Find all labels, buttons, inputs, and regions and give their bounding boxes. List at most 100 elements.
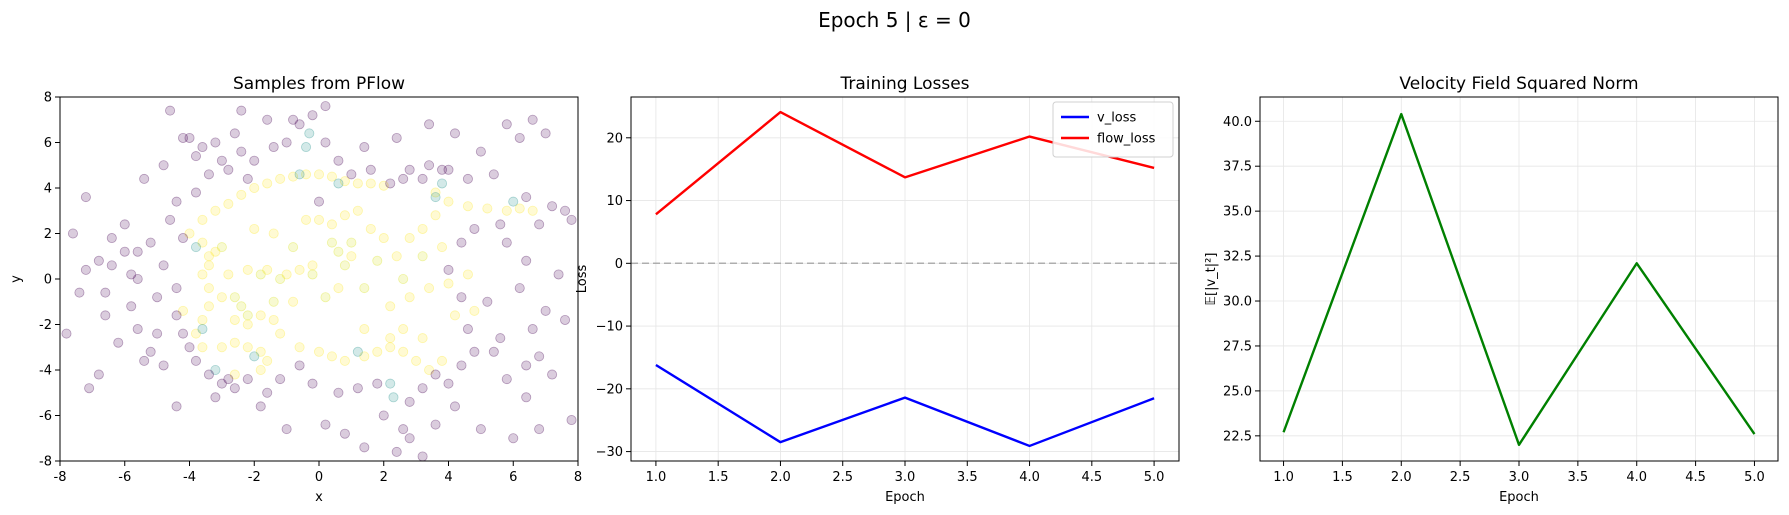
scatter-point-high bbox=[359, 351, 370, 362]
scatter-point-low bbox=[501, 237, 512, 248]
scatter-point-high bbox=[203, 260, 214, 271]
scatter-point-low bbox=[475, 146, 486, 157]
x-tick-label: 4.0 bbox=[1626, 470, 1647, 485]
scatter-point-low bbox=[158, 360, 169, 371]
scatter-point-high bbox=[275, 328, 286, 339]
x-tick-label: 2.5 bbox=[1450, 470, 1471, 485]
scatter-point-low bbox=[547, 201, 558, 212]
scatter-point-low bbox=[501, 119, 512, 130]
scatter-point-high bbox=[385, 342, 396, 353]
scatter-point-low bbox=[320, 137, 331, 148]
plot-area bbox=[61, 101, 577, 461]
scatter-point-high bbox=[249, 182, 260, 193]
scatter-point-low bbox=[385, 178, 396, 189]
scatter-point-low bbox=[184, 342, 195, 353]
scatter-point-low bbox=[540, 305, 551, 316]
scatter-point-high bbox=[482, 203, 493, 214]
scatter-point-mid bbox=[385, 378, 396, 389]
scatter-point-high bbox=[352, 178, 363, 189]
scatter-point-high bbox=[391, 251, 402, 262]
scatter-point-mid bbox=[333, 178, 344, 189]
scatter-point-low bbox=[449, 128, 460, 139]
scatter-point-light bbox=[359, 283, 370, 294]
scatter-point-high bbox=[404, 292, 415, 303]
scatter-point-low bbox=[391, 446, 402, 457]
scatter-point-low bbox=[313, 196, 324, 207]
scatter-point-low bbox=[391, 132, 402, 143]
scatter-point-low bbox=[346, 169, 357, 180]
y-axis-label: Loss bbox=[575, 265, 590, 294]
scatter-point-low bbox=[236, 146, 247, 157]
scatter-point-high bbox=[313, 346, 324, 357]
scatter-point-light bbox=[372, 255, 383, 266]
scatter-point-mid bbox=[430, 192, 441, 203]
scatter-point-high bbox=[242, 264, 253, 275]
x-tick-label: -4 bbox=[183, 470, 196, 485]
scatter-point-low bbox=[333, 387, 344, 398]
scatter-point-light bbox=[288, 242, 299, 253]
y-tick-label: 0 bbox=[615, 257, 623, 272]
scatter-point-low bbox=[527, 324, 538, 335]
scatter-point-high bbox=[437, 355, 448, 366]
plot-area bbox=[1282, 112, 1756, 447]
y-tick-label: 2 bbox=[44, 227, 52, 242]
x-tick-label: 3.0 bbox=[895, 470, 916, 485]
scatter-point-high bbox=[268, 314, 279, 325]
scatter-point-high bbox=[236, 189, 247, 200]
scatter-point-light bbox=[398, 273, 409, 284]
y-tick-label: -4 bbox=[39, 364, 52, 379]
scatter-point-mid bbox=[294, 169, 305, 180]
subplot-title: Training Losses bbox=[839, 74, 969, 94]
scatter-point-low bbox=[307, 110, 318, 121]
scatter-point-high bbox=[514, 203, 525, 214]
scatter-point-high bbox=[378, 233, 389, 244]
scatter-point-low bbox=[534, 351, 545, 362]
legend: v_loss flow_loss bbox=[1052, 101, 1174, 158]
x-tick-label: 4 bbox=[444, 470, 452, 485]
scatter-point-light bbox=[320, 292, 331, 303]
scatter-point-low bbox=[223, 374, 234, 385]
scatter-point-low bbox=[171, 401, 182, 412]
scatter-point-low bbox=[84, 383, 95, 394]
x-tick-label: -2 bbox=[248, 470, 261, 485]
scatter-point-light bbox=[417, 251, 428, 262]
x-tick-label: 2.0 bbox=[770, 470, 791, 485]
x-tick-label: 3.5 bbox=[1568, 470, 1589, 485]
scatter-point-low bbox=[190, 355, 201, 366]
scatter-point-high bbox=[339, 210, 350, 221]
scatter-point-low bbox=[275, 374, 286, 385]
scatter-point-high bbox=[385, 301, 396, 312]
scatter-point-high bbox=[352, 205, 363, 216]
scatter-point-low bbox=[398, 173, 409, 184]
x-tick-label: 0 bbox=[315, 470, 323, 485]
scatter-point-low bbox=[132, 246, 143, 257]
y-tick-label: 0 bbox=[44, 273, 52, 288]
legend-box bbox=[1052, 101, 1174, 158]
scatter-point-high bbox=[398, 346, 409, 357]
scatter-point-high bbox=[372, 346, 383, 357]
scatter-point-light bbox=[339, 260, 350, 271]
scatter-point-high bbox=[365, 223, 376, 234]
scatter-point-low bbox=[262, 387, 273, 398]
scatter-point-low bbox=[242, 173, 253, 184]
scatter-point-low bbox=[80, 264, 91, 275]
scatter-point-high bbox=[417, 333, 428, 344]
scatter-point-low bbox=[521, 392, 532, 403]
scatter-point-mid bbox=[301, 142, 312, 153]
scatter-point-low bbox=[152, 292, 163, 303]
scatter-point-low bbox=[126, 301, 137, 312]
scatter-point-low bbox=[417, 451, 428, 461]
scatter-point-high bbox=[313, 169, 324, 180]
scatter-point-high bbox=[255, 346, 266, 357]
x-tick-label: 2 bbox=[380, 470, 388, 485]
scatter-point-low bbox=[197, 142, 208, 153]
y-tick-label: 32.5 bbox=[1223, 250, 1252, 265]
scatter-point-low bbox=[61, 328, 72, 339]
scatter-point-low bbox=[210, 137, 221, 148]
scatter-point-mid bbox=[190, 242, 201, 253]
scatter-point-low bbox=[534, 424, 545, 435]
scatter-point-low bbox=[203, 169, 214, 180]
scatter-point-high bbox=[346, 251, 357, 262]
scatter-point-low bbox=[534, 219, 545, 230]
